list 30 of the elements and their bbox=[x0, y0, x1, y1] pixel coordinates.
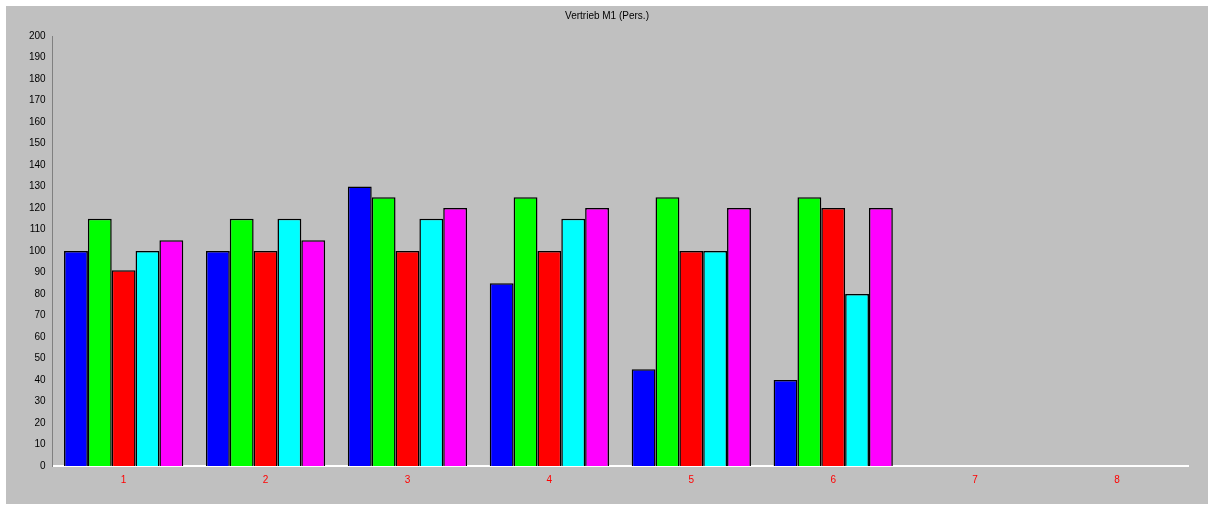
y-tick-label: 120 bbox=[29, 201, 47, 213]
x-tick-label: 3 bbox=[404, 473, 411, 485]
y-tick-label: 110 bbox=[29, 223, 47, 235]
y-tick-label: 180 bbox=[29, 72, 47, 84]
y-tick-label: 140 bbox=[29, 158, 47, 170]
x-tick-label: 8 bbox=[1114, 473, 1121, 485]
y-tick-label: 170 bbox=[29, 94, 47, 106]
y-tick-label: 60 bbox=[34, 330, 47, 342]
y-tick-label: 50 bbox=[34, 352, 47, 364]
y-tick-label: 130 bbox=[29, 180, 47, 192]
y-tick-label: 20 bbox=[34, 416, 47, 428]
y-tick-label: 10 bbox=[34, 438, 47, 450]
y-tick-label: 200 bbox=[29, 29, 47, 41]
y-tick-label: 160 bbox=[29, 115, 47, 127]
y-tick-label: 0 bbox=[40, 459, 47, 471]
y-tick-label: 40 bbox=[34, 373, 47, 385]
x-tick-label: 2 bbox=[262, 473, 269, 485]
y-tick-label: 150 bbox=[29, 137, 47, 149]
x-tick-label: 4 bbox=[546, 473, 553, 485]
y-tick-label: 90 bbox=[34, 266, 47, 278]
x-tick-label: 7 bbox=[972, 473, 979, 485]
y-tick-label: 30 bbox=[34, 395, 47, 407]
y-tick-label: 70 bbox=[34, 309, 47, 321]
y-tick-label: 80 bbox=[34, 287, 47, 299]
y-tick-label: 190 bbox=[29, 51, 47, 63]
y-tick-label: 100 bbox=[29, 244, 47, 256]
x-tick-label: 6 bbox=[830, 473, 837, 485]
x-tick-label: 5 bbox=[688, 473, 695, 485]
x-tick-label: 1 bbox=[120, 473, 127, 485]
chart-title: Vertrieb M1 (Pers.) bbox=[565, 9, 649, 21]
